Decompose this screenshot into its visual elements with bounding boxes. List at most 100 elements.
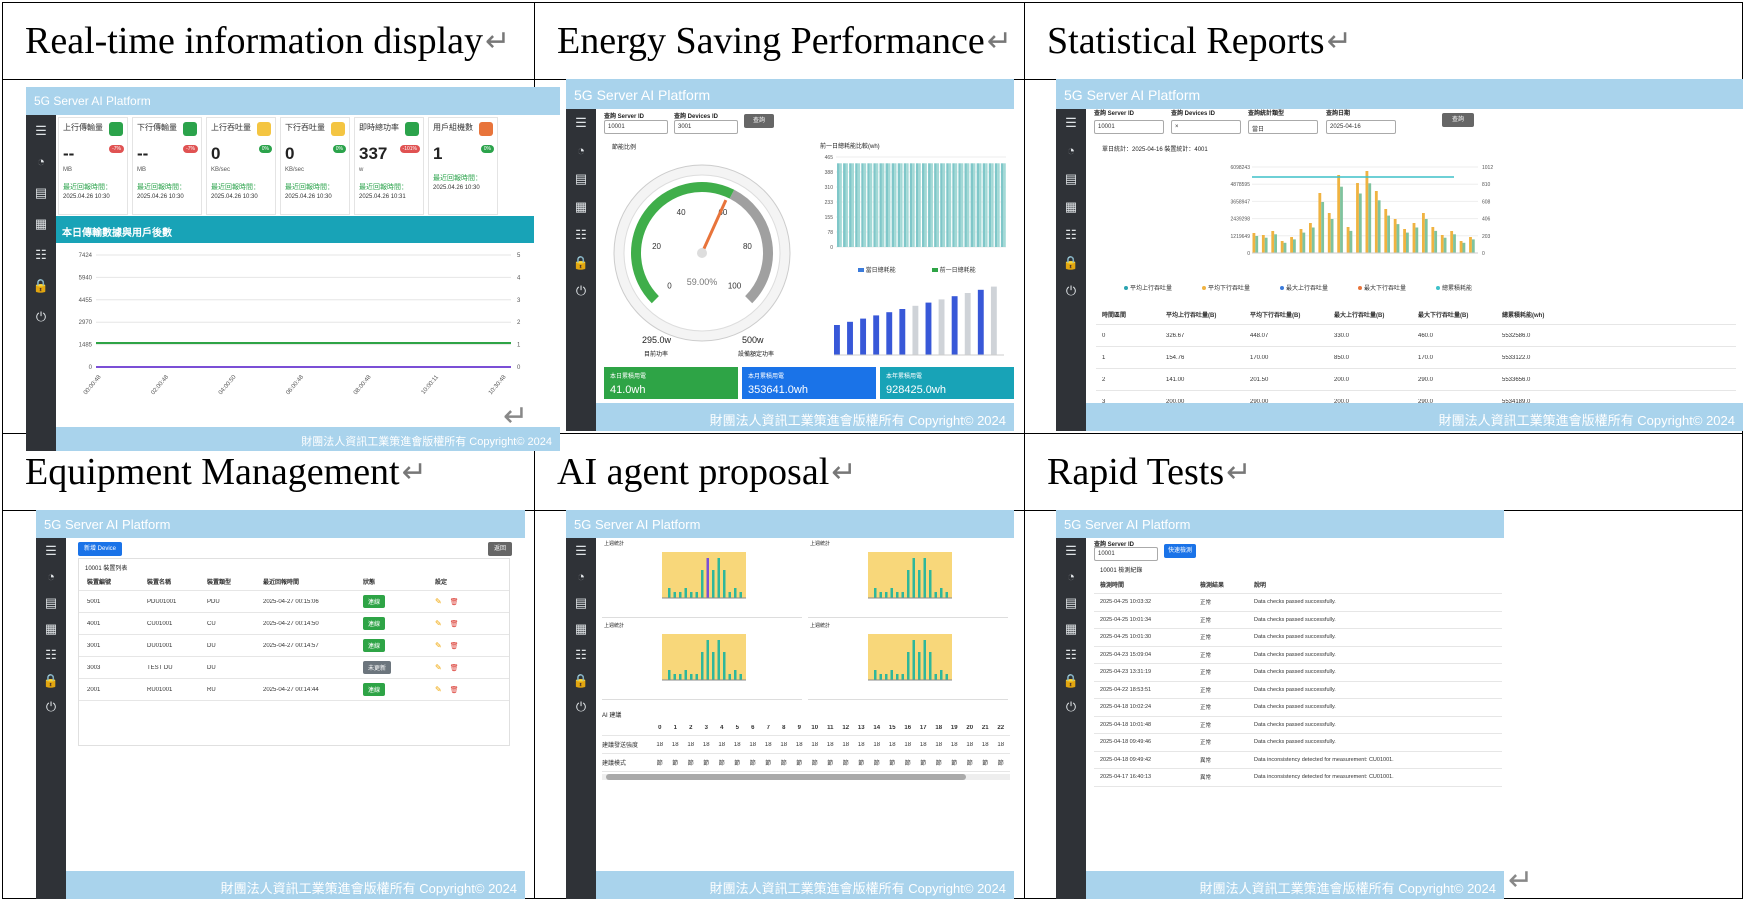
menu-icon[interactable]: ☰ — [1065, 543, 1077, 558]
device-id-select[interactable]: 3001 — [674, 120, 738, 134]
server-id-select[interactable]: 10001 — [1094, 547, 1158, 561]
chart-icon[interactable]: ▤ — [574, 171, 588, 186]
lock-icon[interactable]: 🔒 — [1062, 255, 1080, 270]
calendar-icon[interactable]: ▦ — [1064, 621, 1078, 636]
legend-item: 總累積耗能 — [1436, 283, 1472, 292]
table-cell: 2025-04-18 09:49:42 — [1100, 756, 1152, 763]
menu-icon[interactable]: ☰ — [575, 543, 587, 558]
dashboard-icon[interactable]: ◔ — [577, 143, 585, 158]
dashboard-icon[interactable]: ◔ — [577, 569, 585, 584]
add-device-button[interactable]: 新增 Device — [78, 542, 122, 556]
power-icon[interactable]: ⏻ — [1065, 699, 1077, 714]
device-actions: ✎ 🗑 — [427, 663, 487, 672]
power-icon[interactable]: ⏻ — [575, 699, 587, 714]
delete-icon[interactable]: 🗑 — [449, 643, 459, 650]
calendar-icon[interactable]: ▦ — [34, 216, 48, 231]
intensity-cell: 18 — [764, 741, 772, 748]
rated-power-value: 500w — [742, 335, 764, 345]
type-label: 查詢統計類型 — [1248, 111, 1285, 117]
bar-monthly — [847, 321, 853, 355]
dashboard-icon[interactable]: ◔ — [37, 154, 45, 169]
dashboard-icon[interactable]: ◔ — [1067, 143, 1075, 158]
edit-icon[interactable]: ✎ — [435, 685, 442, 694]
menu-icon[interactable]: ☰ — [35, 123, 47, 138]
query-button[interactable]: 查詢 — [1442, 113, 1474, 127]
list-icon[interactable]: ☷ — [45, 647, 57, 662]
list-icon[interactable]: ☷ — [575, 227, 587, 242]
sidebar: ☰ ◔ ▤ ▦ ☷ 🔒 ⏻ — [1056, 538, 1086, 899]
menu-icon[interactable]: ☰ — [45, 543, 57, 558]
bar-prev — [906, 163, 909, 247]
weekly-stat-chart — [868, 552, 952, 599]
device-id: 5001 — [87, 598, 101, 605]
dashboard-icon[interactable]: ◔ — [47, 569, 55, 584]
table-cell: 正常 — [1200, 740, 1212, 747]
delete-icon[interactable]: 🗑 — [449, 621, 459, 628]
lock-icon[interactable]: 🔒 — [572, 673, 590, 688]
list-icon[interactable]: ☷ — [575, 647, 587, 662]
list-icon[interactable]: ☷ — [35, 247, 47, 262]
chart-icon[interactable]: ▤ — [1064, 171, 1078, 186]
chart-icon[interactable]: ▤ — [1064, 595, 1078, 610]
edit-icon[interactable]: ✎ — [435, 597, 442, 606]
y-tick-right: 810 — [1482, 182, 1491, 188]
back-button[interactable]: 返回 — [488, 542, 512, 556]
list-icon[interactable]: ☷ — [1065, 647, 1077, 662]
query-button[interactable]: 查詢 — [744, 114, 774, 128]
power-icon[interactable]: ⏻ — [35, 309, 47, 324]
chart-icon[interactable]: ▤ — [44, 595, 58, 610]
bar-today — [855, 163, 858, 247]
chart-icon[interactable]: ▤ — [574, 595, 588, 610]
intensity-cell: 18 — [857, 741, 865, 748]
calendar-icon[interactable]: ▦ — [574, 199, 588, 214]
hour-header: 1 — [673, 724, 677, 731]
edit-icon[interactable]: ✎ — [435, 619, 442, 628]
chart-icon[interactable]: ▤ — [34, 185, 48, 200]
gauge-tick-label: 60 — [718, 208, 727, 217]
date-input[interactable]: 2025-04-16 — [1326, 120, 1396, 134]
bar — [684, 588, 687, 598]
table-cell: 5532586.0 — [1502, 332, 1531, 339]
calendar-icon[interactable]: ▦ — [44, 621, 58, 636]
delete-icon[interactable]: 🗑 — [449, 665, 459, 672]
mode-cell: 節 — [687, 761, 694, 767]
intensity-cell: 18 — [671, 741, 679, 748]
screen-ai: 5G Server AI Platform ☰ ◔ ▤ ▦ ☷ 🔒 ⏻ 上週統計… — [566, 510, 1014, 899]
power-icon[interactable]: ⏻ — [1065, 283, 1077, 298]
calendar-icon[interactable]: ▦ — [1064, 199, 1078, 214]
list-icon[interactable]: ☷ — [1065, 227, 1077, 242]
lock-icon[interactable]: 🔒 — [32, 278, 50, 293]
power-icon[interactable]: ⏻ — [45, 699, 57, 714]
server-id-select[interactable]: 10001 — [604, 120, 668, 134]
footer: 財團法人資訊工業策進會版權所有 Copyright© 2024 — [56, 427, 560, 451]
edit-icon[interactable]: ✎ — [435, 663, 442, 672]
device-id-select[interactable]: × — [1171, 120, 1241, 134]
bar-avg-down — [1309, 223, 1312, 253]
bar-avg-down — [1299, 229, 1303, 253]
menu-icon[interactable]: ☰ — [1065, 115, 1077, 130]
lock-icon[interactable]: 🔒 — [42, 673, 60, 688]
lock-icon[interactable]: 🔒 — [572, 255, 590, 270]
lock-icon[interactable]: 🔒 — [1062, 673, 1080, 688]
bar-avg-down — [1374, 191, 1378, 253]
gauge-hub — [697, 248, 707, 258]
edit-icon[interactable]: ✎ — [435, 641, 442, 650]
scrollbar-thumb[interactable] — [606, 774, 966, 780]
delete-icon[interactable]: 🗑 — [449, 599, 459, 606]
intensity-cell: 18 — [842, 741, 850, 748]
metric-report-label: 最近回報時間： — [433, 175, 482, 182]
table-cell: 2025-04-17 16:40:13 — [1100, 774, 1152, 781]
dashboard-icon[interactable]: ◔ — [1067, 569, 1075, 584]
bar — [690, 592, 693, 598]
device-list-panel: 10001 裝置列表 裝置編號 裝置名稱 裝置類型 最近回報時間 狀態 設定 5001 PDU… — [78, 558, 510, 746]
horizontal-scrollbar[interactable] — [602, 774, 1010, 780]
rapid-test-button[interactable]: 快速檢測 — [1164, 544, 1196, 558]
metric-report-date: 2025.04.26 10:30 — [211, 194, 258, 200]
delete-icon[interactable]: 🗑 — [449, 687, 459, 694]
type-select[interactable]: 當日 — [1248, 120, 1318, 134]
server-id-select[interactable]: 10001 — [1094, 120, 1164, 134]
power-icon[interactable]: ⏻ — [575, 283, 587, 298]
menu-icon[interactable]: ☰ — [575, 115, 587, 130]
bar-avg-down — [1450, 231, 1454, 253]
calendar-icon[interactable]: ▦ — [574, 621, 588, 636]
